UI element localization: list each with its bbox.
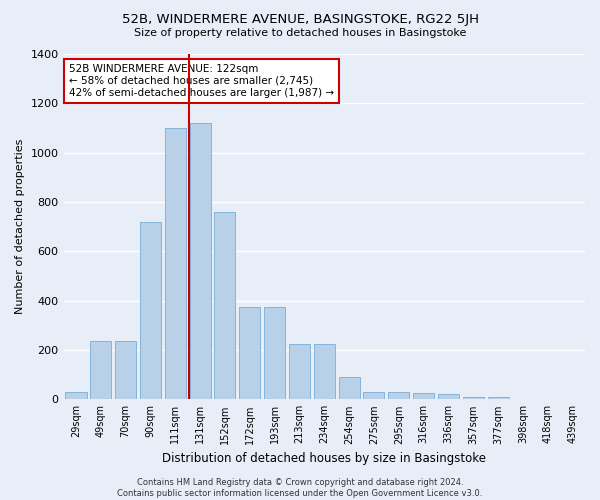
Text: Size of property relative to detached houses in Basingstoke: Size of property relative to detached ho… [134, 28, 466, 38]
Text: Contains HM Land Registry data © Crown copyright and database right 2024.
Contai: Contains HM Land Registry data © Crown c… [118, 478, 482, 498]
Bar [438, 394, 459, 400]
Bar [338, 377, 359, 400]
Bar [488, 397, 509, 400]
Bar [214, 212, 235, 400]
X-axis label: Distribution of detached houses by size in Basingstoke: Distribution of detached houses by size … [162, 452, 486, 465]
Bar [140, 222, 161, 400]
Bar [239, 307, 260, 400]
Bar [364, 392, 385, 400]
Y-axis label: Number of detached properties: Number of detached properties [15, 139, 25, 314]
Bar [90, 342, 112, 400]
Bar [463, 397, 484, 400]
Bar [165, 128, 186, 400]
Text: 52B WINDERMERE AVENUE: 122sqm
← 58% of detached houses are smaller (2,745)
42% o: 52B WINDERMERE AVENUE: 122sqm ← 58% of d… [69, 64, 334, 98]
Bar [314, 344, 335, 400]
Bar [264, 307, 285, 400]
Text: 52B, WINDERMERE AVENUE, BASINGSTOKE, RG22 5JH: 52B, WINDERMERE AVENUE, BASINGSTOKE, RG2… [121, 12, 479, 26]
Bar [115, 342, 136, 400]
Bar [388, 392, 409, 400]
Bar [289, 344, 310, 400]
Bar [190, 123, 211, 400]
Bar [65, 392, 86, 400]
Bar [413, 393, 434, 400]
